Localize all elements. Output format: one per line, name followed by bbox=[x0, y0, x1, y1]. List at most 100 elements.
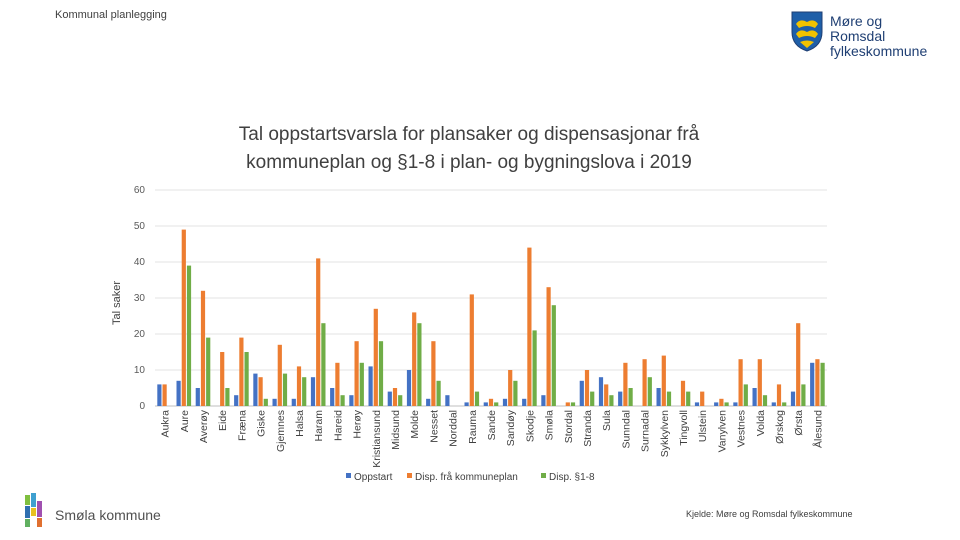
bar-disp-1-8-20 bbox=[551, 305, 556, 406]
bar-oppstart-15 bbox=[445, 395, 450, 406]
x-tick-label: Vanylven bbox=[716, 410, 728, 453]
bar-oppstart-6 bbox=[272, 398, 277, 406]
bar-disp-fr-kommuneplan-9 bbox=[335, 362, 340, 406]
bar-disp-1-8-10 bbox=[359, 362, 364, 406]
bar-oppstart-17 bbox=[483, 402, 488, 406]
legend-label: Oppstart bbox=[354, 472, 393, 483]
x-tick-label: Hareid bbox=[332, 410, 344, 441]
x-tick-label: Sandøy bbox=[505, 409, 517, 446]
bar-disp-1-8-9 bbox=[340, 395, 345, 406]
bar-oppstart-34 bbox=[810, 362, 815, 406]
bar-disp-fr-kommuneplan-16 bbox=[469, 294, 474, 406]
bar-oppstart-20 bbox=[541, 395, 546, 406]
fylkeskommune-logo: Møre og Romsdal fylkeskommune bbox=[790, 10, 940, 59]
x-tick-label: Giske bbox=[256, 410, 268, 437]
bar-oppstart-9 bbox=[330, 388, 335, 406]
bar-disp-1-8-29 bbox=[724, 402, 729, 406]
smola-logo bbox=[20, 493, 180, 528]
bar-disp-1-8-26 bbox=[666, 391, 672, 406]
bar-disp-fr-kommuneplan-11 bbox=[373, 308, 378, 406]
bar-disp-1-8-13 bbox=[417, 323, 422, 406]
logo-line2: fylkeskommune bbox=[830, 43, 928, 59]
x-tick-label: Sykkylven bbox=[659, 410, 671, 457]
chart-bars bbox=[157, 229, 825, 406]
x-tick-label: Kristiansund bbox=[371, 410, 383, 468]
y-tick-label: 30 bbox=[134, 293, 146, 304]
bar-oppstart-24 bbox=[618, 391, 623, 406]
x-tick-label: Ålesund bbox=[811, 410, 824, 448]
bar-disp-1-8-31 bbox=[762, 395, 768, 406]
bar-disp-1-8-21 bbox=[570, 402, 576, 406]
y-tick-label: 60 bbox=[134, 185, 146, 196]
bar-oppstart-0 bbox=[157, 384, 162, 406]
bar-disp-1-8-3 bbox=[225, 388, 230, 406]
bar-oppstart-22 bbox=[579, 380, 584, 406]
y-axis-label: Tal saker bbox=[111, 281, 123, 325]
bar-disp-1-8-5 bbox=[263, 398, 268, 406]
bar-disp-fr-kommuneplan-18 bbox=[508, 370, 513, 406]
source-credit: Kjelde: Møre og Romsdal fylkeskommune bbox=[686, 509, 853, 519]
bar-oppstart-30 bbox=[733, 402, 738, 406]
x-tick-label: Stordal bbox=[563, 410, 575, 443]
y-tick-label: 10 bbox=[134, 365, 146, 376]
bar-disp-fr-kommuneplan-8 bbox=[316, 258, 321, 406]
bar-oppstart-33 bbox=[790, 391, 796, 406]
bar-disp-1-8-23 bbox=[609, 395, 614, 406]
x-tick-label: Sande bbox=[486, 410, 498, 441]
bar-disp-fr-kommuneplan-7 bbox=[296, 366, 302, 406]
bar-disp-fr-kommuneplan-20 bbox=[546, 287, 551, 406]
bar-oppstart-4 bbox=[234, 395, 239, 406]
bar-oppstart-7 bbox=[291, 398, 296, 406]
bar-disp-fr-kommuneplan-2 bbox=[200, 290, 206, 406]
bar-disp-fr-kommuneplan-0 bbox=[162, 384, 167, 406]
x-tick-label: Ulstein bbox=[697, 410, 709, 442]
legend-swatch bbox=[346, 473, 351, 478]
header-title: Kommunal planlegging bbox=[55, 9, 167, 21]
x-tick-label: Skodje bbox=[524, 410, 536, 442]
chart-title-line1: Tal oppstartsvarsla for plansaker og dis… bbox=[239, 124, 700, 145]
logo-line1: Møre og Romsdal bbox=[830, 13, 886, 44]
bar-disp-fr-kommuneplan-32 bbox=[776, 384, 782, 406]
x-tick-label: Norddal bbox=[448, 410, 460, 447]
bar-disp-fr-kommuneplan-25 bbox=[642, 359, 647, 406]
legend-label: Disp. §1-8 bbox=[549, 472, 595, 483]
x-tick-label: Sula bbox=[601, 410, 613, 431]
x-tick-label: Stranda bbox=[582, 410, 594, 447]
municipality-name: Smøla kommune bbox=[55, 507, 161, 523]
bar-disp-1-8-24 bbox=[628, 388, 633, 406]
bar-oppstart-12 bbox=[387, 391, 392, 406]
bar-disp-fr-kommuneplan-30 bbox=[738, 359, 743, 406]
bar-oppstart-1 bbox=[176, 380, 181, 406]
bar-disp-fr-kommuneplan-23 bbox=[604, 384, 609, 406]
bar-disp-1-8-4 bbox=[244, 352, 249, 406]
bar-disp-1-8-16 bbox=[474, 391, 480, 406]
bar-disp-fr-kommuneplan-6 bbox=[277, 344, 282, 406]
bar-disp-1-8-30 bbox=[743, 384, 748, 406]
x-tick-label: Halsa bbox=[294, 410, 306, 437]
bar-oppstart-8 bbox=[310, 377, 316, 406]
bar-oppstart-18 bbox=[502, 398, 508, 406]
bar-disp-fr-kommuneplan-26 bbox=[661, 355, 666, 406]
bar-disp-1-8-34 bbox=[820, 362, 825, 406]
coat-of-arms-icon bbox=[791, 11, 823, 52]
bar-oppstart-5 bbox=[253, 373, 258, 406]
chart-legend: Oppstart Disp. frå kommuneplan Disp. §1-8 bbox=[346, 471, 595, 483]
x-tick-label: Aure bbox=[179, 410, 191, 432]
bar-oppstart-13 bbox=[406, 370, 412, 406]
bar-disp-fr-kommuneplan-13 bbox=[412, 312, 417, 406]
bar-disp-fr-kommuneplan-33 bbox=[796, 323, 801, 406]
bar-oppstart-32 bbox=[771, 402, 776, 406]
bar-oppstart-26 bbox=[656, 388, 661, 406]
chart-title-line2: kommuneplan og §1-8 i plan- og bygningsl… bbox=[246, 152, 692, 173]
x-tick-label: Vestnes bbox=[736, 410, 748, 447]
bar-oppstart-11 bbox=[368, 366, 373, 406]
bar-disp-1-8-27 bbox=[686, 391, 691, 406]
bar-oppstart-31 bbox=[752, 388, 757, 406]
bar-chart: 0 10 20 30 40 50 60 Aukra Aure Averøy Eide Fræna Gis… bbox=[111, 124, 827, 483]
x-tick-label: Smøla bbox=[544, 410, 556, 440]
x-tick-label: Midsund bbox=[390, 410, 402, 450]
x-tick-label: Averøy bbox=[198, 409, 210, 443]
bar-oppstart-28 bbox=[694, 402, 700, 406]
x-tick-label: Volda bbox=[755, 410, 767, 436]
bar-disp-1-8-8 bbox=[321, 323, 326, 406]
